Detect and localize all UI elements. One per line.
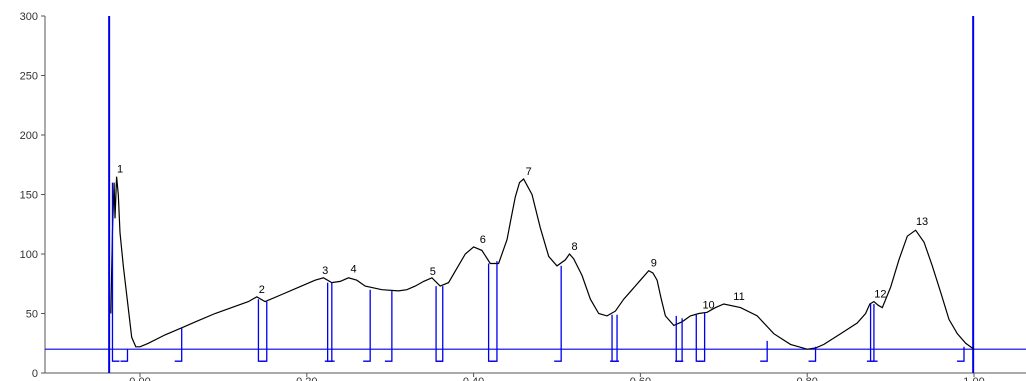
peak-boundary-marker: [259, 301, 268, 362]
peak-boundary-marker: [489, 261, 498, 362]
peak-label: 7: [526, 166, 532, 178]
peak-boundary-marker: [554, 265, 562, 362]
peak-boundary-marker: [487, 263, 496, 362]
peak-label: 4: [351, 264, 357, 276]
y-tick-label: 150: [20, 190, 38, 202]
peak-boundary-marker: [760, 340, 768, 362]
peak-label: 11: [733, 291, 744, 303]
peak-boundary-marker: [611, 314, 620, 362]
x-ticks: 0.00 0.20 0.40 0.60 0.80 1.00: [129, 373, 985, 381]
peak-boundary-marker: [324, 282, 333, 362]
peak-boundary-markers: [111, 182, 965, 362]
y-tick-label: 200: [20, 130, 38, 142]
peak-label: 8: [572, 241, 578, 253]
y-tick-label: 100: [20, 249, 38, 261]
peak-boundary-marker: [120, 349, 129, 362]
x-tick-label: 0.20: [296, 376, 317, 381]
density-trace: [110, 176, 975, 350]
x-tick-label: 0.60: [630, 376, 651, 381]
peak-boundary-marker: [174, 327, 183, 362]
peak-boundary-marker: [695, 314, 704, 362]
peak-label: 12: [874, 289, 886, 301]
peak-boundary-marker: [363, 289, 371, 362]
y-tick-label: 50: [26, 309, 38, 321]
peak-label: 10: [702, 299, 714, 311]
y-tick-label: 250: [20, 71, 38, 83]
y-ticks: 0 50 100 150 200 250 300: [20, 11, 45, 380]
peak-boundary-marker: [257, 299, 266, 362]
peak-boundary-marker: [956, 346, 965, 362]
x-tick-label: 0.40: [463, 376, 484, 381]
peak-label: 5: [430, 266, 436, 278]
peak-label: 13: [916, 216, 928, 228]
x-tick-label: 0.80: [796, 376, 817, 381]
peak-label: 1: [117, 164, 123, 176]
peak-boundary-marker: [808, 346, 817, 362]
peak-label: 9: [651, 258, 657, 270]
peak-boundary-marker: [697, 312, 706, 362]
peak-boundary-marker: [610, 314, 618, 362]
peak-boundary-marker: [435, 286, 444, 362]
peak-boundary-marker: [111, 182, 120, 362]
peak-label: 3: [322, 265, 328, 277]
y-tick-label: 0: [32, 368, 38, 380]
peak-boundary-marker: [384, 290, 393, 362]
peak-boundary-marker: [675, 318, 683, 362]
x-tick-label: 0.00: [129, 376, 150, 381]
peak-boundary-marker: [435, 286, 444, 362]
peak-boundary-marker: [866, 304, 875, 362]
peak-label: 6: [480, 234, 486, 246]
y-tick-label: 300: [20, 11, 38, 23]
front-lines: [108, 16, 975, 373]
x-tick-label: 1.00: [963, 376, 984, 381]
peak-label: 2: [259, 284, 265, 296]
